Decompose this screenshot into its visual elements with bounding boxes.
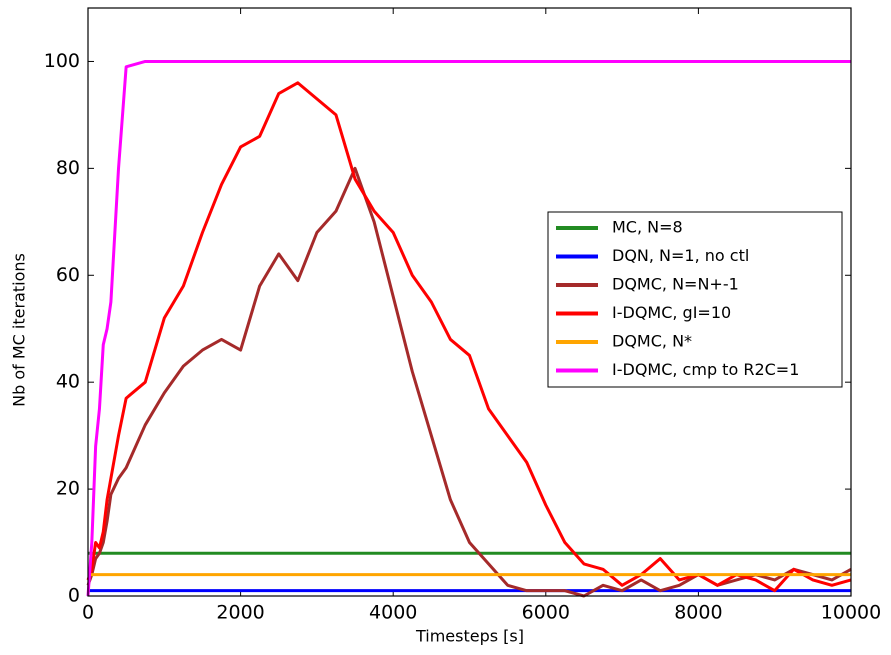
series-line <box>86 59 851 597</box>
y-tick-label: 60 <box>56 264 80 286</box>
y-tick-label: 80 <box>56 157 80 179</box>
y-tick-label: 100 <box>44 50 80 72</box>
y-axis-label: Nb of MC iterations <box>10 253 29 407</box>
legend-label: DQMC, N=N+-1 <box>612 275 739 294</box>
legend-box <box>547 211 843 388</box>
legend-label: I-DQMC, cmp to R2C=1 <box>612 360 799 379</box>
y-tick-label: 40 <box>56 371 80 393</box>
y-tick-label: 20 <box>56 478 80 500</box>
legend-label: DQN, N=1, no ctl <box>612 246 749 265</box>
x-tick-label: 2000 <box>216 602 264 624</box>
legend-label: I-DQMC, gI=10 <box>612 303 731 322</box>
x-tick-label: 0 <box>82 602 94 624</box>
x-axis-label: Timesteps [s] <box>415 627 524 646</box>
y-tick-label: 0 <box>68 585 80 607</box>
series-line <box>86 81 852 593</box>
legend-label: MC, N=8 <box>612 218 683 237</box>
x-tick-label: 8000 <box>674 602 722 624</box>
x-tick-label: 10000 <box>821 602 881 624</box>
legend-label: DQMC, N* <box>612 332 692 351</box>
x-tick-label: 4000 <box>369 602 417 624</box>
plot-frame <box>87 7 852 597</box>
x-tick-label: 6000 <box>522 602 570 624</box>
